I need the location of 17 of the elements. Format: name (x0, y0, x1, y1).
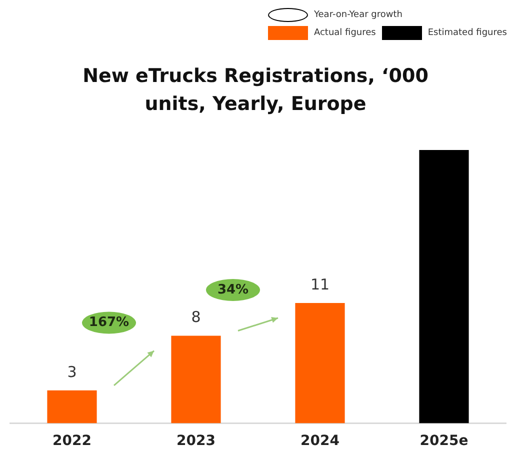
data-label: 8 (191, 308, 201, 326)
annotation: 34% (217, 282, 249, 298)
x-tick-label: 2023 (176, 433, 216, 450)
legend-label: Actual figures (314, 28, 376, 38)
data-label: 3 (67, 362, 77, 381)
chart-title: New eTrucks Registrations, ‘000 units, Yearly, Europe (82, 64, 430, 117)
bar (419, 150, 469, 424)
x-tick-label: 2025e (420, 433, 468, 450)
legend-label: Estimated figures (428, 28, 507, 38)
bar (47, 390, 97, 424)
data-label: 11 (310, 275, 330, 294)
text: Year-on-Year growth (314, 10, 404, 20)
bar (171, 336, 221, 424)
annotation: 167% (88, 315, 130, 330)
bar (295, 302, 345, 424)
x-tick-label: 2022 (52, 433, 92, 450)
x-tick-label: 2024 (300, 433, 340, 450)
